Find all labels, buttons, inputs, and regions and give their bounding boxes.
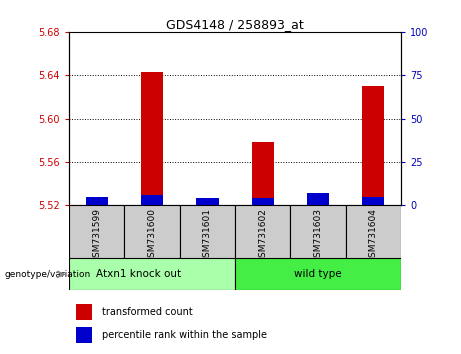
Text: GSM731601: GSM731601 bbox=[203, 208, 212, 263]
Bar bbox=[252, 142, 274, 205]
Text: Atxn1 knock out: Atxn1 knock out bbox=[96, 269, 181, 279]
Bar bbox=[346, 205, 401, 258]
Bar bbox=[362, 197, 384, 205]
Bar bbox=[69, 258, 235, 290]
Text: transformed count: transformed count bbox=[102, 307, 193, 317]
Bar bbox=[307, 193, 329, 205]
Text: GSM731599: GSM731599 bbox=[92, 208, 101, 263]
Bar bbox=[196, 198, 219, 205]
Text: GSM731600: GSM731600 bbox=[148, 208, 157, 263]
Bar bbox=[141, 195, 163, 205]
Bar bbox=[196, 204, 219, 205]
Title: GDS4148 / 258893_at: GDS4148 / 258893_at bbox=[166, 18, 304, 31]
Bar bbox=[86, 197, 108, 205]
Bar bbox=[76, 327, 92, 343]
Bar bbox=[290, 205, 346, 258]
Bar bbox=[124, 205, 180, 258]
Bar bbox=[235, 205, 290, 258]
Bar bbox=[69, 205, 124, 258]
Text: GSM731602: GSM731602 bbox=[258, 208, 267, 263]
Text: wild type: wild type bbox=[294, 269, 342, 279]
Bar bbox=[86, 196, 108, 205]
Bar bbox=[141, 72, 163, 205]
Text: GSM731604: GSM731604 bbox=[369, 208, 378, 263]
Bar bbox=[76, 304, 92, 320]
Bar bbox=[362, 86, 384, 205]
Text: percentile rank within the sample: percentile rank within the sample bbox=[102, 330, 267, 340]
Bar bbox=[235, 258, 401, 290]
Text: GSM731603: GSM731603 bbox=[313, 208, 323, 263]
Bar bbox=[307, 204, 329, 205]
Bar bbox=[252, 198, 274, 205]
Bar bbox=[180, 205, 235, 258]
Text: genotype/variation: genotype/variation bbox=[5, 270, 91, 279]
